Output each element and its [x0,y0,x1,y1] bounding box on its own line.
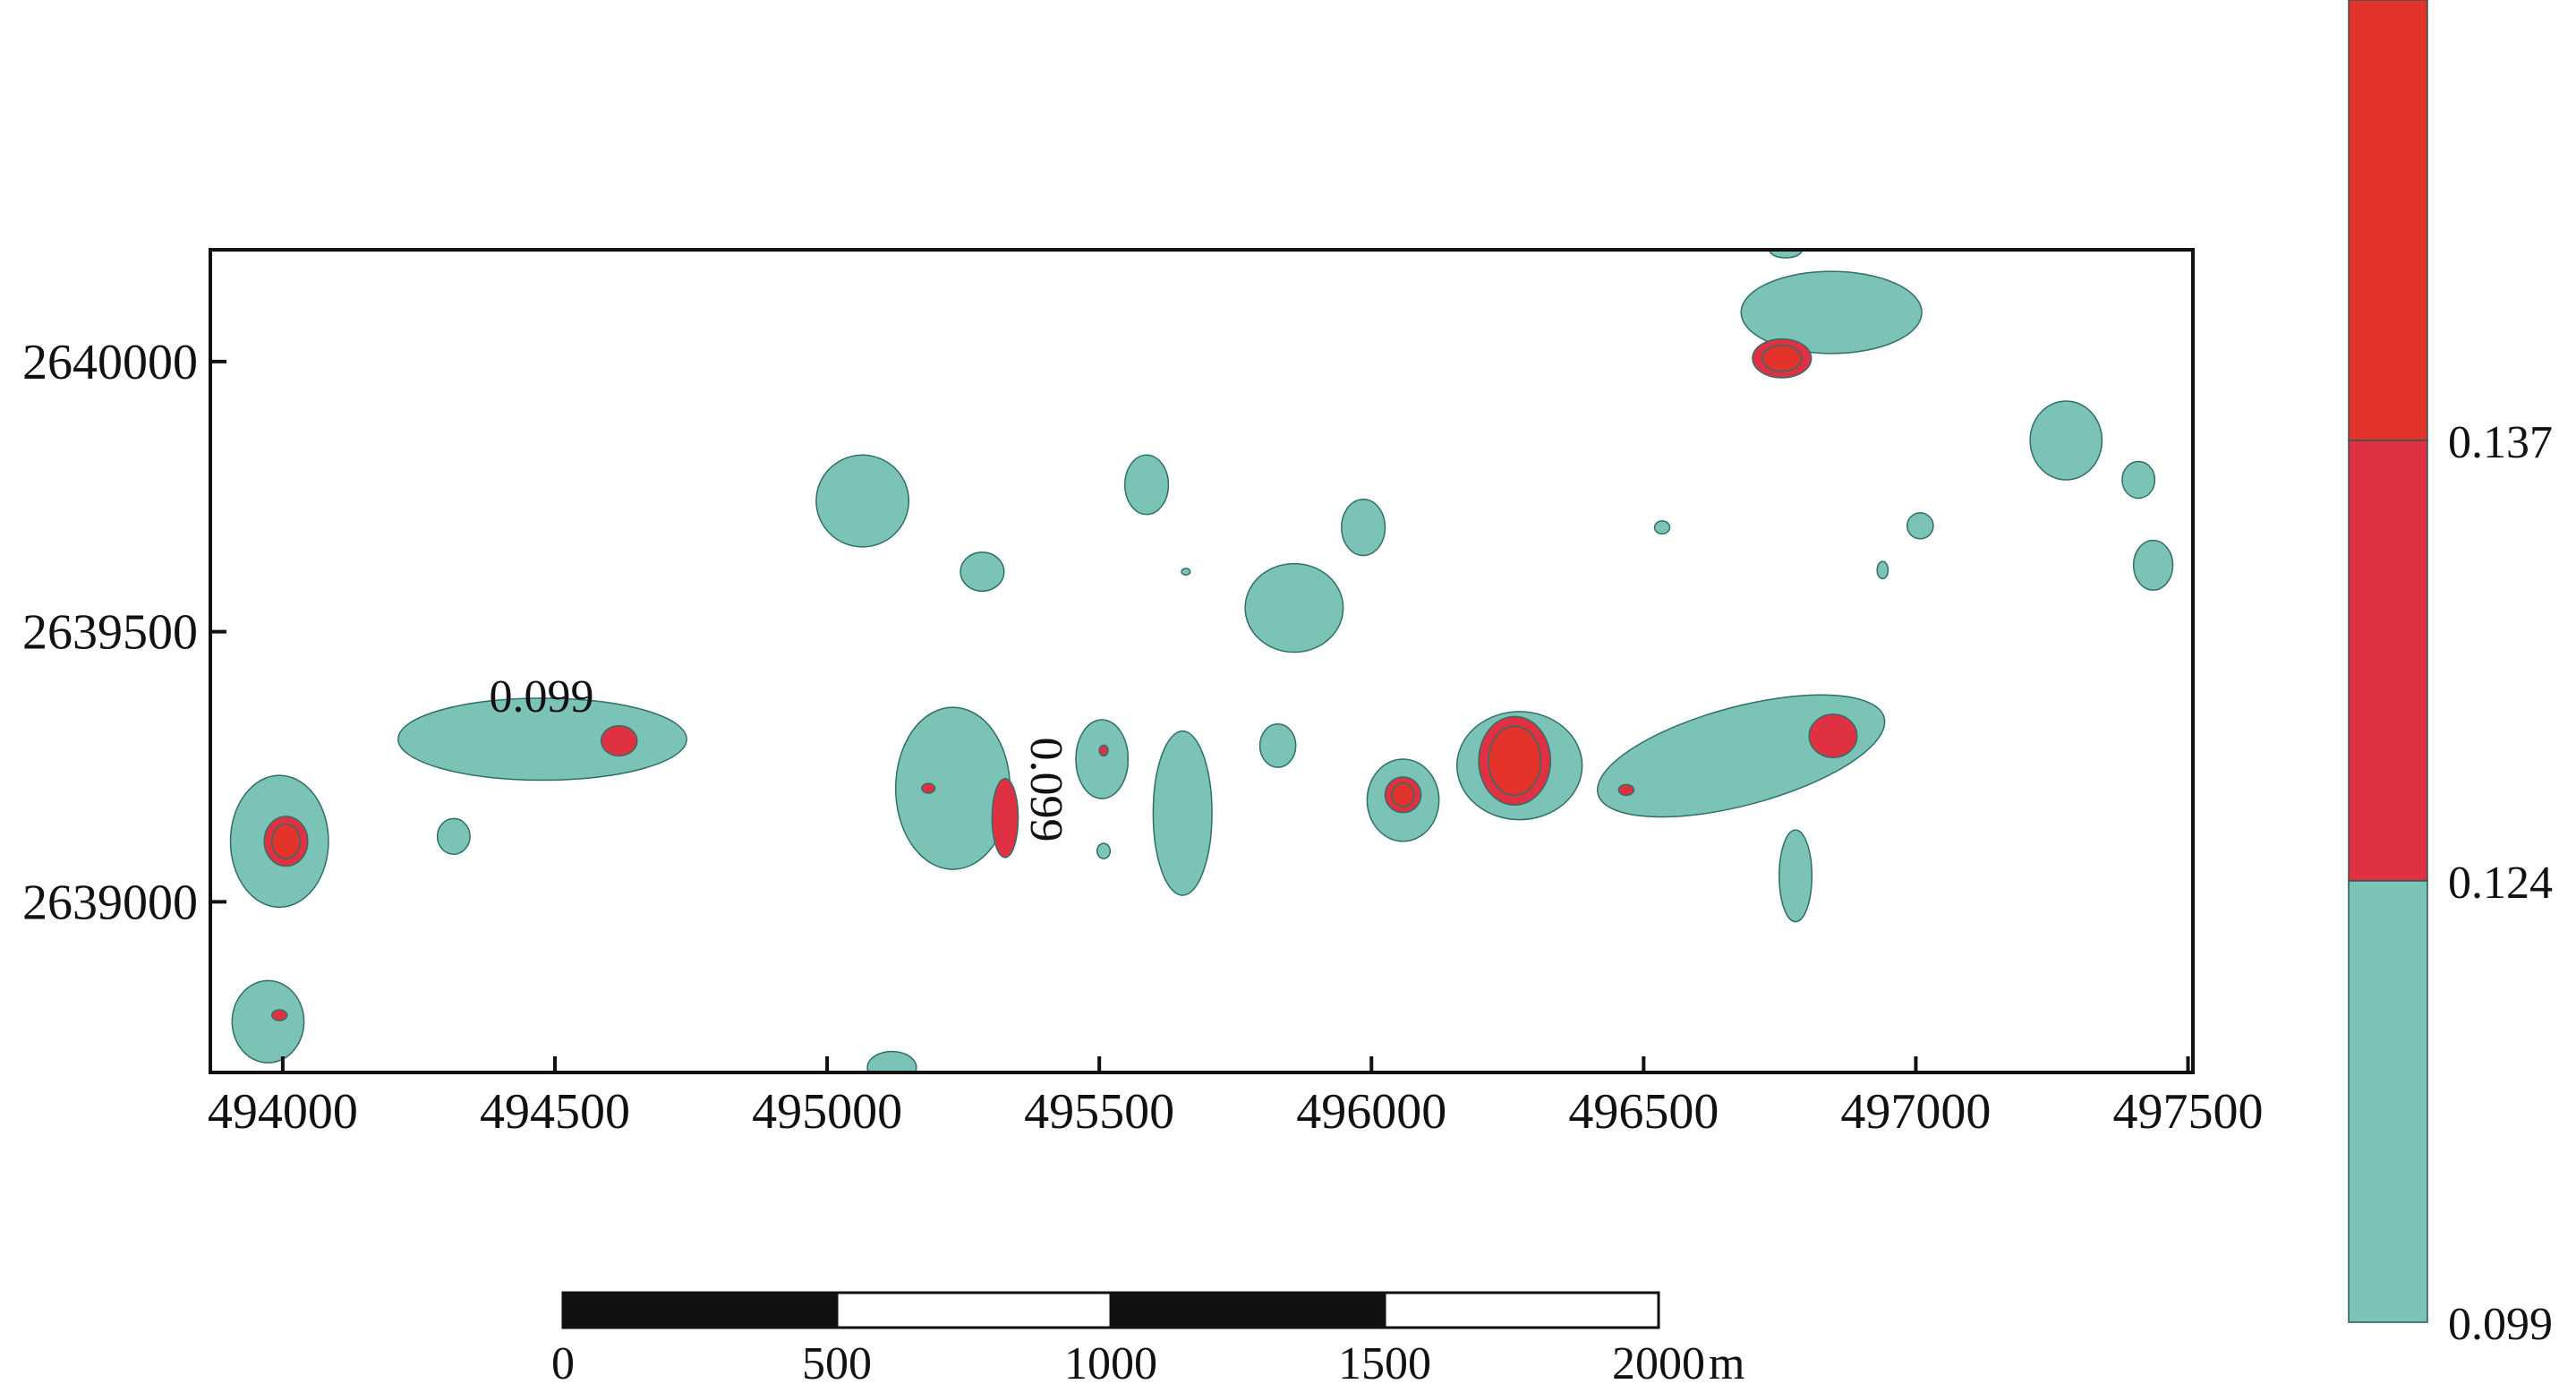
contour-region-mid [991,777,1019,859]
scale-bar-segment [1383,1291,1660,1329]
y-tick-label: 2639000 [22,875,198,930]
colorbar-label: 0.099 [2448,1299,2553,1350]
contour-region-low [1597,694,1886,818]
contour-region-low [1778,829,1813,923]
x-tick-label: 496500 [1568,1084,1719,1140]
contour-region-low [1096,842,1112,859]
contour-region-low [1341,499,1386,557]
contour-region-high [1761,345,1803,372]
contour-region-mid [1617,783,1635,797]
scale-bar-unit: m [1709,1338,1744,1384]
contour-region-low [436,817,471,855]
contour-region-low [1244,562,1344,654]
scale-bar-label: 500 [802,1338,872,1384]
x-tick-label: 497500 [2113,1084,2264,1140]
colorbar-swatch-low [2348,880,2428,1323]
colorbar-label: 0.124 [2448,858,2553,909]
contour-region-low [815,454,910,548]
x-tick-label: 494500 [480,1084,630,1140]
contour-label: 0.099 [490,671,594,722]
contour-region-low [1653,520,1671,535]
scale-bar-label: 0 [551,1338,575,1384]
contour-region-low [397,697,687,782]
contour-region-low [1123,454,1170,516]
contour-region-low [960,551,1005,593]
y-tick-label: 2639500 [22,605,198,661]
contour-regions [229,250,2174,1072]
x-tick-label: 494000 [208,1084,358,1140]
contour-region-low [2121,460,2156,500]
contour-region-mid [921,782,936,794]
scale-bar-segment [561,1291,839,1329]
scale-bar: 0 500 1000 1500 2000 m [551,1291,1744,1384]
contour-label: 0.099 [1020,738,1071,842]
contour-region-mid [1098,744,1109,757]
colorbar-legend: 0.137 0.124 0.099 [2348,0,2553,1350]
contour-region-low [1152,730,1213,896]
contour-region-low [1075,719,1130,799]
scale-bar-label: 1000 [1064,1338,1157,1384]
x-tick-label: 497000 [1840,1084,1991,1140]
colorbar-swatch-mid [2348,440,2428,882]
plot-frame [209,248,2195,1074]
contour-region-low [1906,512,1934,540]
contour-region-low [1181,568,1191,577]
colorbar-swatch-high [2348,0,2428,441]
contour-region-low [2132,539,2174,591]
y-tick-label: 2640000 [22,335,198,390]
contour-region-high [1391,782,1415,807]
x-axis: 494000 494500 495000 495500 496000 496500 4970… [208,1056,2264,1140]
contour-region-low [1876,560,1889,580]
contour-region-low [894,706,1011,870]
scale-bar-segment [835,1291,1113,1329]
contour-region-mid [270,1009,288,1021]
x-tick-label: 495000 [752,1084,902,1140]
scale-bar-label: 2000 [1612,1338,1705,1384]
contour-region-low [2029,400,2103,481]
contour-region-mid [1808,713,1858,758]
contour-region-mid [600,724,638,757]
contour-region-low [1740,270,1923,355]
contour-region-high [270,823,302,859]
contour-region-high [1488,725,1542,797]
contour-region-low [231,979,305,1064]
scale-bar-segment [1109,1291,1386,1329]
contour-region-low [1258,723,1297,768]
y-axis: 2639000 2639500 2640000 [22,335,226,930]
scale-bar-label: 1500 [1338,1338,1431,1384]
contour-region-low [866,1050,917,1072]
x-tick-label: 495500 [1024,1084,1174,1140]
x-tick-label: 496000 [1296,1084,1446,1140]
colorbar-label: 0.137 [2448,417,2553,468]
